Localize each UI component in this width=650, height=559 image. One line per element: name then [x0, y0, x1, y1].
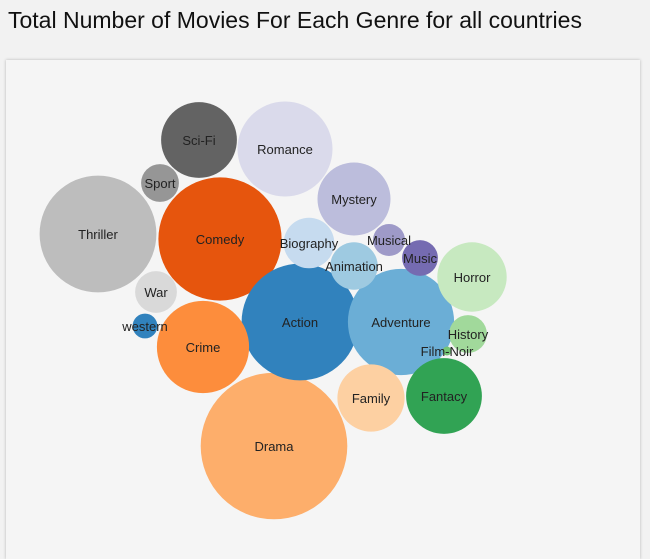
bubble-label-crime: Crime [186, 340, 221, 355]
bubble-horror[interactable] [437, 242, 507, 312]
bubble-label-history: History [448, 327, 489, 342]
bubble-label-musical: Musical [367, 233, 411, 248]
bubble-family[interactable] [337, 364, 405, 432]
bubble-label-family: Family [352, 391, 391, 406]
bubble-romance[interactable] [237, 101, 333, 197]
bubble-sport[interactable] [141, 164, 179, 202]
bubble-fantacy[interactable] [406, 358, 482, 434]
bubble-label-thriller: Thriller [78, 227, 118, 242]
bubble-music[interactable] [402, 240, 438, 276]
bubble-label-comedy: Comedy [196, 232, 245, 247]
bubble-chart: Drama Comedy Action Thriller Adventure Romanc… [39, 101, 507, 520]
bubble-label-romance: Romance [257, 142, 313, 157]
bubble-history[interactable] [449, 315, 487, 353]
bubble-western[interactable] [132, 313, 158, 339]
bubble-label-action: Action [282, 315, 318, 330]
bubble-comedy[interactable] [158, 177, 282, 301]
bubble-label-music: Music [403, 251, 437, 266]
bubble-label-sport: Sport [144, 176, 175, 191]
bubble-label-adventure: Adventure [371, 315, 430, 330]
bubble-adventure[interactable] [347, 268, 455, 376]
bubble-action[interactable] [241, 263, 359, 381]
bubble-animation[interactable] [330, 242, 378, 290]
bubble-label-film-noir: Film-Noir [421, 344, 474, 359]
bubble-biography[interactable] [283, 217, 335, 269]
bubble-label-drama: Drama [254, 439, 294, 454]
bubble-label-horror: Horror [454, 270, 492, 285]
bubble-label-animation: Animation [325, 259, 383, 274]
bubble-musical[interactable] [373, 224, 405, 256]
chart-panel: Drama Comedy Action Thriller Adventure Romanc… [6, 60, 640, 559]
bubble-label-war: War [144, 285, 168, 300]
bubble-label-mystery: Mystery [331, 192, 377, 207]
bubble-label-biography: Biography [280, 236, 339, 251]
bubble-label-sci-fi: Sci-Fi [182, 133, 215, 148]
page-title: Total Number of Movies For Each Genre fo… [8, 7, 582, 33]
bubble-thriller[interactable] [39, 175, 157, 293]
bubble-film-noir[interactable] [442, 346, 452, 356]
bubble-drama[interactable] [200, 372, 348, 520]
bubble-label-western: western [121, 319, 168, 334]
bubble-sci-fi[interactable] [161, 102, 237, 178]
bubble-war[interactable] [135, 271, 177, 313]
bubble-label-fantacy: Fantacy [421, 389, 468, 404]
bubble-crime[interactable] [156, 300, 250, 394]
header: Total Number of Movies For Each Genre fo… [0, 0, 650, 44]
bubble-mystery[interactable] [317, 162, 391, 236]
